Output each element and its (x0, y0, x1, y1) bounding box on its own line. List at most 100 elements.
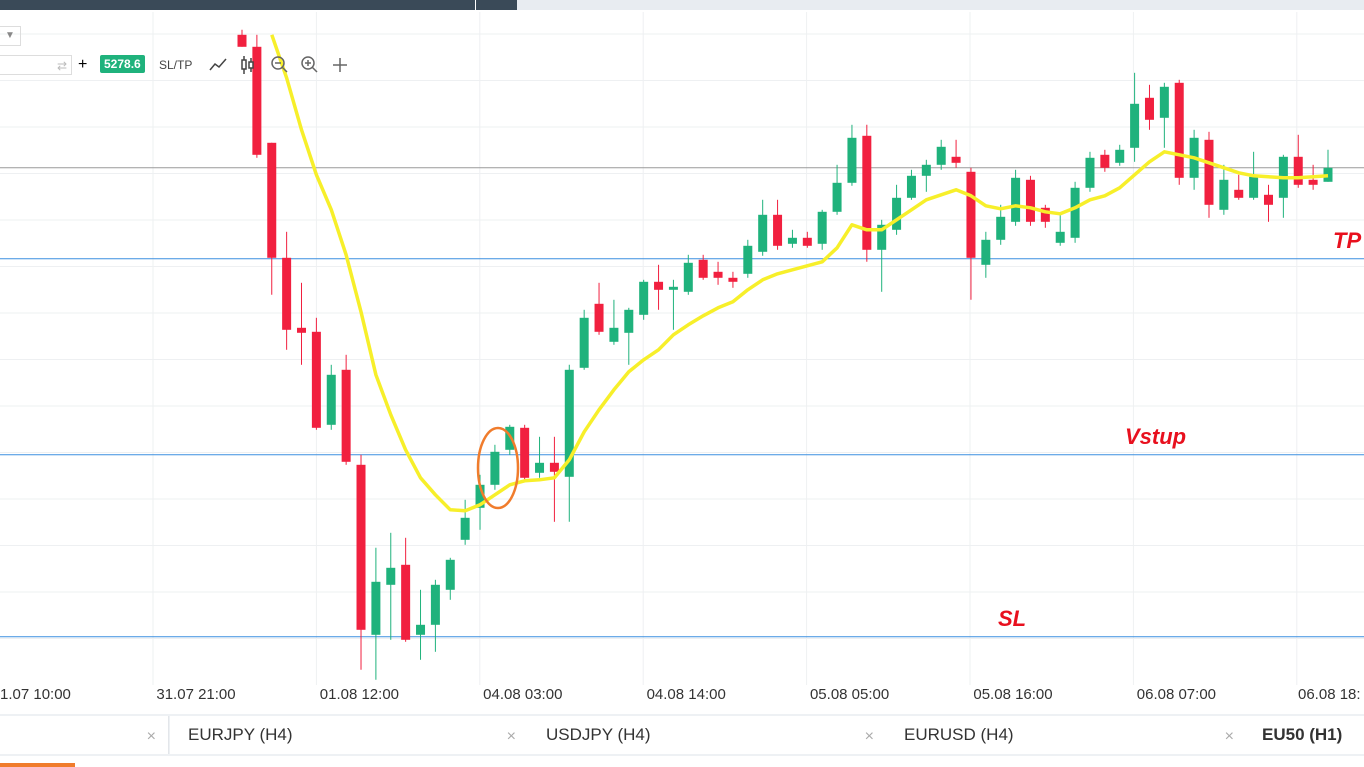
level-label: TP (1333, 228, 1361, 253)
candle-body (996, 216, 1006, 240)
candle-body (1204, 139, 1214, 205)
candle-body (549, 462, 559, 472)
candle-body (832, 182, 842, 212)
candle-icon[interactable] (241, 56, 254, 74)
candle-body (609, 327, 619, 342)
pan[interactable] (333, 58, 347, 72)
candle-body (787, 237, 797, 244)
tab-close[interactable]: × (1224, 728, 1234, 745)
top-strip (0, 0, 475, 10)
candle-body (951, 156, 961, 163)
candle-body (921, 164, 931, 176)
tab-label: EURJPY (H4) (188, 725, 293, 744)
candle-body (1234, 189, 1244, 198)
candle-body (698, 259, 708, 278)
candle-body (1025, 179, 1035, 222)
candle-body (683, 262, 693, 292)
candle-body (1011, 177, 1021, 222)
candle-body (1070, 187, 1080, 238)
candle-body (1263, 194, 1273, 205)
candle-body (1144, 97, 1154, 120)
candle-body (460, 517, 470, 540)
candle-body (475, 484, 485, 508)
candle-body (341, 369, 351, 462)
candle-body (668, 286, 678, 290)
tab-close[interactable]: × (864, 728, 874, 745)
candle-body (936, 146, 946, 165)
candle-body (371, 581, 381, 635)
top-strip (517, 0, 1364, 10)
candle-body (1323, 167, 1333, 182)
top-strip (476, 0, 517, 10)
candle-body (892, 197, 902, 230)
tab-label: EU50 (H1) (1262, 725, 1343, 744)
line-icon[interactable] (209, 58, 227, 71)
x-tick-label: 06.08 18: (1298, 686, 1361, 703)
candle-body (639, 281, 649, 315)
tab-label: EURUSD (H4) (904, 725, 1014, 744)
tab[interactable]: × (0, 716, 169, 754)
candle-body (535, 462, 545, 473)
candle-body (267, 142, 277, 258)
x-tick-label: 05.08 05:00 (810, 686, 889, 703)
zoom-out[interactable] (271, 56, 288, 73)
plot (0, 29, 1364, 680)
x-tick-label: 01.08 12:00 (320, 686, 399, 703)
progress (0, 763, 75, 767)
x-tick-label: 06.08 07:00 (1137, 686, 1216, 703)
chart: 1.07 10:00 31.07 21:00 01.08 12:00 04.08 03… (0, 0, 1364, 703)
candle-body (1174, 82, 1184, 178)
candle-body (1249, 176, 1259, 198)
x-tick-label: 04.08 03:00 (483, 686, 562, 703)
x-tick-label: 1.07 10:00 (0, 686, 71, 703)
tab-label: USDJPY (H4) (546, 725, 651, 744)
candle-body (252, 46, 262, 155)
x-tick-label: 05.08 16:00 (973, 686, 1052, 703)
candle-body (505, 426, 515, 450)
moving-average (270, 34, 1329, 513)
tab[interactable]: EURUSD (H4) × (886, 716, 1247, 754)
candle-body (490, 451, 500, 485)
candle-body (1040, 207, 1050, 222)
candle-body (430, 584, 440, 625)
candle-body (311, 331, 321, 428)
candle-body (817, 211, 827, 244)
plus-button[interactable]: + (78, 56, 88, 73)
volume-input[interactable]: ⇄ (0, 55, 72, 75)
candle-body (1115, 149, 1125, 163)
candle-body (906, 175, 916, 198)
candle-body (743, 245, 753, 274)
candle-body (594, 303, 604, 332)
tool-icons (209, 56, 347, 74)
candle-body (386, 567, 396, 585)
candle-body (1085, 157, 1095, 188)
candle-body (326, 374, 336, 425)
tab[interactable]: USDJPY (H4) × (528, 716, 887, 754)
candle-body (445, 559, 455, 590)
candle-body (564, 369, 574, 477)
tab[interactable]: EU50 (H1) (1246, 716, 1364, 754)
sltp-button[interactable]: SL/TP (159, 58, 193, 72)
price-badge[interactable]: 5278.6 (100, 55, 145, 73)
x-axis: 1.07 10:00 31.07 21:00 01.08 12:00 04.08 03… (0, 686, 1361, 703)
candle-body (981, 239, 991, 265)
candle-body (356, 464, 366, 630)
candle-body (966, 171, 976, 258)
candle-body (624, 309, 634, 333)
candle-body (802, 237, 812, 246)
candle-body (1100, 154, 1110, 168)
tab-close[interactable]: × (506, 728, 516, 745)
tab-close[interactable]: × (146, 728, 156, 745)
dropdown[interactable]: ▼ (0, 26, 21, 46)
candle-body (713, 271, 723, 278)
highlight-ellipse (476, 426, 520, 510)
candle-body (877, 224, 887, 250)
level-label: Vstup (1125, 424, 1186, 449)
candle-body (862, 135, 872, 250)
x-tick-label: 04.08 14:00 (647, 686, 726, 703)
tab[interactable]: EURJPY (H4) × (170, 716, 529, 754)
zoom-in[interactable] (301, 56, 318, 73)
candle-body (654, 281, 664, 290)
candle-body (416, 624, 426, 635)
